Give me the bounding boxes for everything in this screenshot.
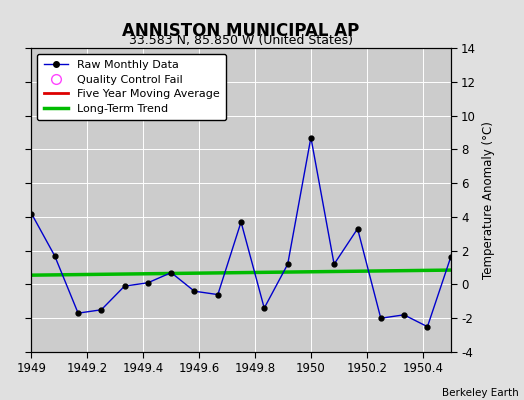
Raw Monthly Data — [28, 211, 35, 216]
Raw Monthly Data — [75, 311, 81, 316]
Raw Monthly Data — [215, 292, 221, 297]
Raw Monthly Data — [51, 253, 58, 258]
Raw Monthly Data — [331, 262, 337, 266]
Raw Monthly Data — [285, 262, 291, 266]
Raw Monthly Data — [424, 324, 431, 329]
Y-axis label: Temperature Anomaly (°C): Temperature Anomaly (°C) — [482, 121, 495, 279]
Raw Monthly Data — [191, 289, 198, 294]
Text: Berkeley Earth: Berkeley Earth — [442, 388, 519, 398]
Legend: Raw Monthly Data, Quality Control Fail, Five Year Moving Average, Long-Term Tren: Raw Monthly Data, Quality Control Fail, … — [37, 54, 226, 120]
Raw Monthly Data — [238, 220, 244, 224]
Raw Monthly Data — [122, 284, 128, 288]
Raw Monthly Data — [447, 255, 454, 260]
Raw Monthly Data — [261, 306, 267, 310]
Raw Monthly Data — [145, 280, 151, 285]
Text: ANNISTON MUNICIPAL AP: ANNISTON MUNICIPAL AP — [123, 22, 359, 40]
Text: 33.583 N, 85.850 W (United States): 33.583 N, 85.850 W (United States) — [129, 34, 353, 47]
Raw Monthly Data — [308, 135, 314, 140]
Raw Monthly Data — [168, 270, 174, 275]
Raw Monthly Data — [401, 312, 407, 317]
Raw Monthly Data — [378, 316, 384, 321]
Raw Monthly Data — [98, 307, 104, 312]
Raw Monthly Data — [354, 226, 361, 231]
Line: Raw Monthly Data: Raw Monthly Data — [29, 135, 453, 329]
